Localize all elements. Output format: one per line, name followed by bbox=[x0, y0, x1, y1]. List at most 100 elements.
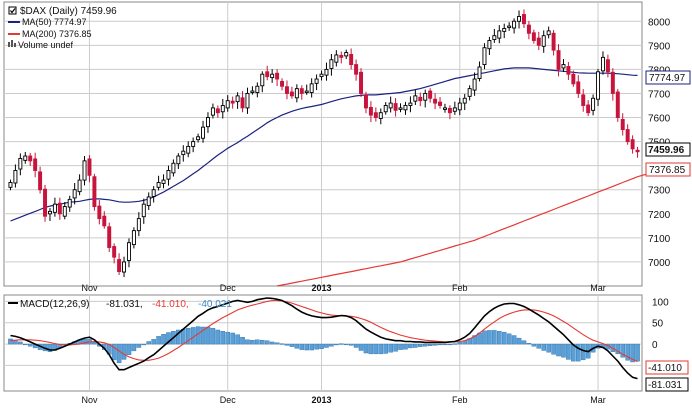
histogram-bar bbox=[437, 343, 443, 346]
candle bbox=[556, 44, 561, 77]
histogram-bar bbox=[161, 334, 166, 345]
price-tick-label: 7700 bbox=[648, 89, 671, 100]
histogram-bar bbox=[531, 343, 537, 347]
candle bbox=[87, 155, 92, 183]
macd-tick-label: 50 bbox=[652, 319, 664, 330]
candle bbox=[18, 153, 23, 176]
candle bbox=[309, 78, 314, 98]
histogram-bar bbox=[136, 343, 142, 348]
histogram-bar bbox=[18, 341, 23, 345]
candle bbox=[368, 101, 373, 123]
candle bbox=[551, 29, 556, 56]
candle bbox=[255, 82, 260, 98]
legend-volume: Volume undef bbox=[18, 40, 74, 50]
candle bbox=[8, 179, 13, 191]
checkbox-icon[interactable] bbox=[8, 6, 17, 15]
histogram-bar bbox=[388, 343, 393, 353]
candle bbox=[635, 146, 640, 158]
candle bbox=[482, 43, 487, 70]
candle bbox=[492, 28, 497, 43]
candle bbox=[205, 112, 210, 133]
price-tick-label: 7900 bbox=[648, 41, 671, 52]
price-panel-frame bbox=[3, 1, 643, 287]
candle bbox=[225, 95, 230, 112]
candle bbox=[176, 153, 181, 170]
macd-tick-label: 100 bbox=[652, 297, 669, 308]
candle bbox=[230, 96, 235, 109]
candle bbox=[605, 54, 610, 78]
price-tick-label: 7100 bbox=[648, 234, 671, 245]
candle bbox=[363, 91, 368, 114]
histogram-bar bbox=[324, 343, 329, 348]
macd-signal-badge: -41.010 bbox=[645, 360, 689, 375]
last-price-badge-text: 7459.96 bbox=[648, 145, 685, 156]
price-grid bbox=[4, 2, 642, 286]
price-legend: $DAX (Daily) 7459.96 MA(50) 7774.97 MA(2… bbox=[8, 6, 117, 50]
candle bbox=[240, 91, 245, 113]
candle bbox=[250, 86, 255, 95]
candle bbox=[314, 74, 319, 91]
histogram-bar bbox=[309, 343, 314, 351]
histogram-bar bbox=[526, 343, 532, 345]
candle bbox=[531, 29, 536, 44]
histogram-bar bbox=[176, 329, 181, 345]
candle bbox=[467, 85, 472, 101]
histogram-bar bbox=[556, 343, 561, 357]
candle bbox=[112, 243, 117, 264]
candle bbox=[275, 69, 280, 86]
candle bbox=[294, 84, 299, 103]
candle bbox=[156, 175, 161, 191]
candle bbox=[299, 85, 304, 100]
legend-ma50: MA(50) 7774.97 bbox=[22, 17, 87, 27]
histogram-bar bbox=[506, 333, 512, 345]
histogram-bar bbox=[166, 332, 171, 345]
histogram-bar bbox=[408, 343, 413, 349]
candle bbox=[171, 159, 176, 177]
candle bbox=[487, 36, 492, 55]
macd-legend-hist: -40.021 bbox=[198, 299, 232, 310]
ma200-line bbox=[276, 170, 658, 287]
histogram-bar bbox=[427, 343, 433, 346]
x-tick-label: Feb bbox=[452, 283, 468, 293]
candle bbox=[630, 135, 635, 154]
macd-legend-macd: -81.031, bbox=[106, 299, 143, 310]
histogram-bar bbox=[294, 343, 300, 349]
histogram-bar bbox=[235, 334, 240, 345]
x-tick-label: Nov bbox=[81, 283, 98, 293]
price-tick-label: 7300 bbox=[648, 186, 671, 197]
candle bbox=[72, 182, 77, 205]
candle bbox=[57, 197, 62, 220]
candle bbox=[541, 30, 546, 53]
macd-x-axis: NovDec2013FebMarApr bbox=[81, 395, 605, 405]
candle bbox=[28, 152, 33, 166]
check-icon bbox=[10, 8, 16, 14]
volume-bars-icon bbox=[8, 40, 16, 47]
histogram-bar bbox=[566, 343, 571, 360]
histogram-bar bbox=[383, 343, 388, 354]
candle bbox=[62, 202, 67, 220]
candle bbox=[126, 238, 131, 268]
candle bbox=[210, 103, 215, 119]
candle bbox=[52, 197, 57, 217]
histogram-bar bbox=[156, 336, 161, 345]
macd-legend-signal: -41.010, bbox=[152, 299, 189, 310]
price-tick-label: 7600 bbox=[648, 114, 671, 125]
histogram-bar bbox=[279, 343, 285, 345]
candle bbox=[596, 68, 601, 106]
histogram-bar bbox=[215, 329, 221, 345]
ma200-path bbox=[276, 170, 658, 287]
histogram-bar bbox=[121, 343, 127, 360]
candle bbox=[521, 9, 526, 28]
macd-value-badge: -81.031 bbox=[645, 377, 689, 392]
candle bbox=[591, 94, 596, 116]
histogram-bar bbox=[418, 343, 423, 347]
candle bbox=[329, 53, 334, 76]
candle bbox=[280, 78, 285, 91]
candle bbox=[97, 200, 102, 225]
histogram-bar bbox=[250, 340, 255, 345]
macd-value-badge-text: -81.031 bbox=[648, 380, 682, 391]
candle bbox=[284, 80, 289, 100]
histogram-bar bbox=[625, 343, 630, 361]
